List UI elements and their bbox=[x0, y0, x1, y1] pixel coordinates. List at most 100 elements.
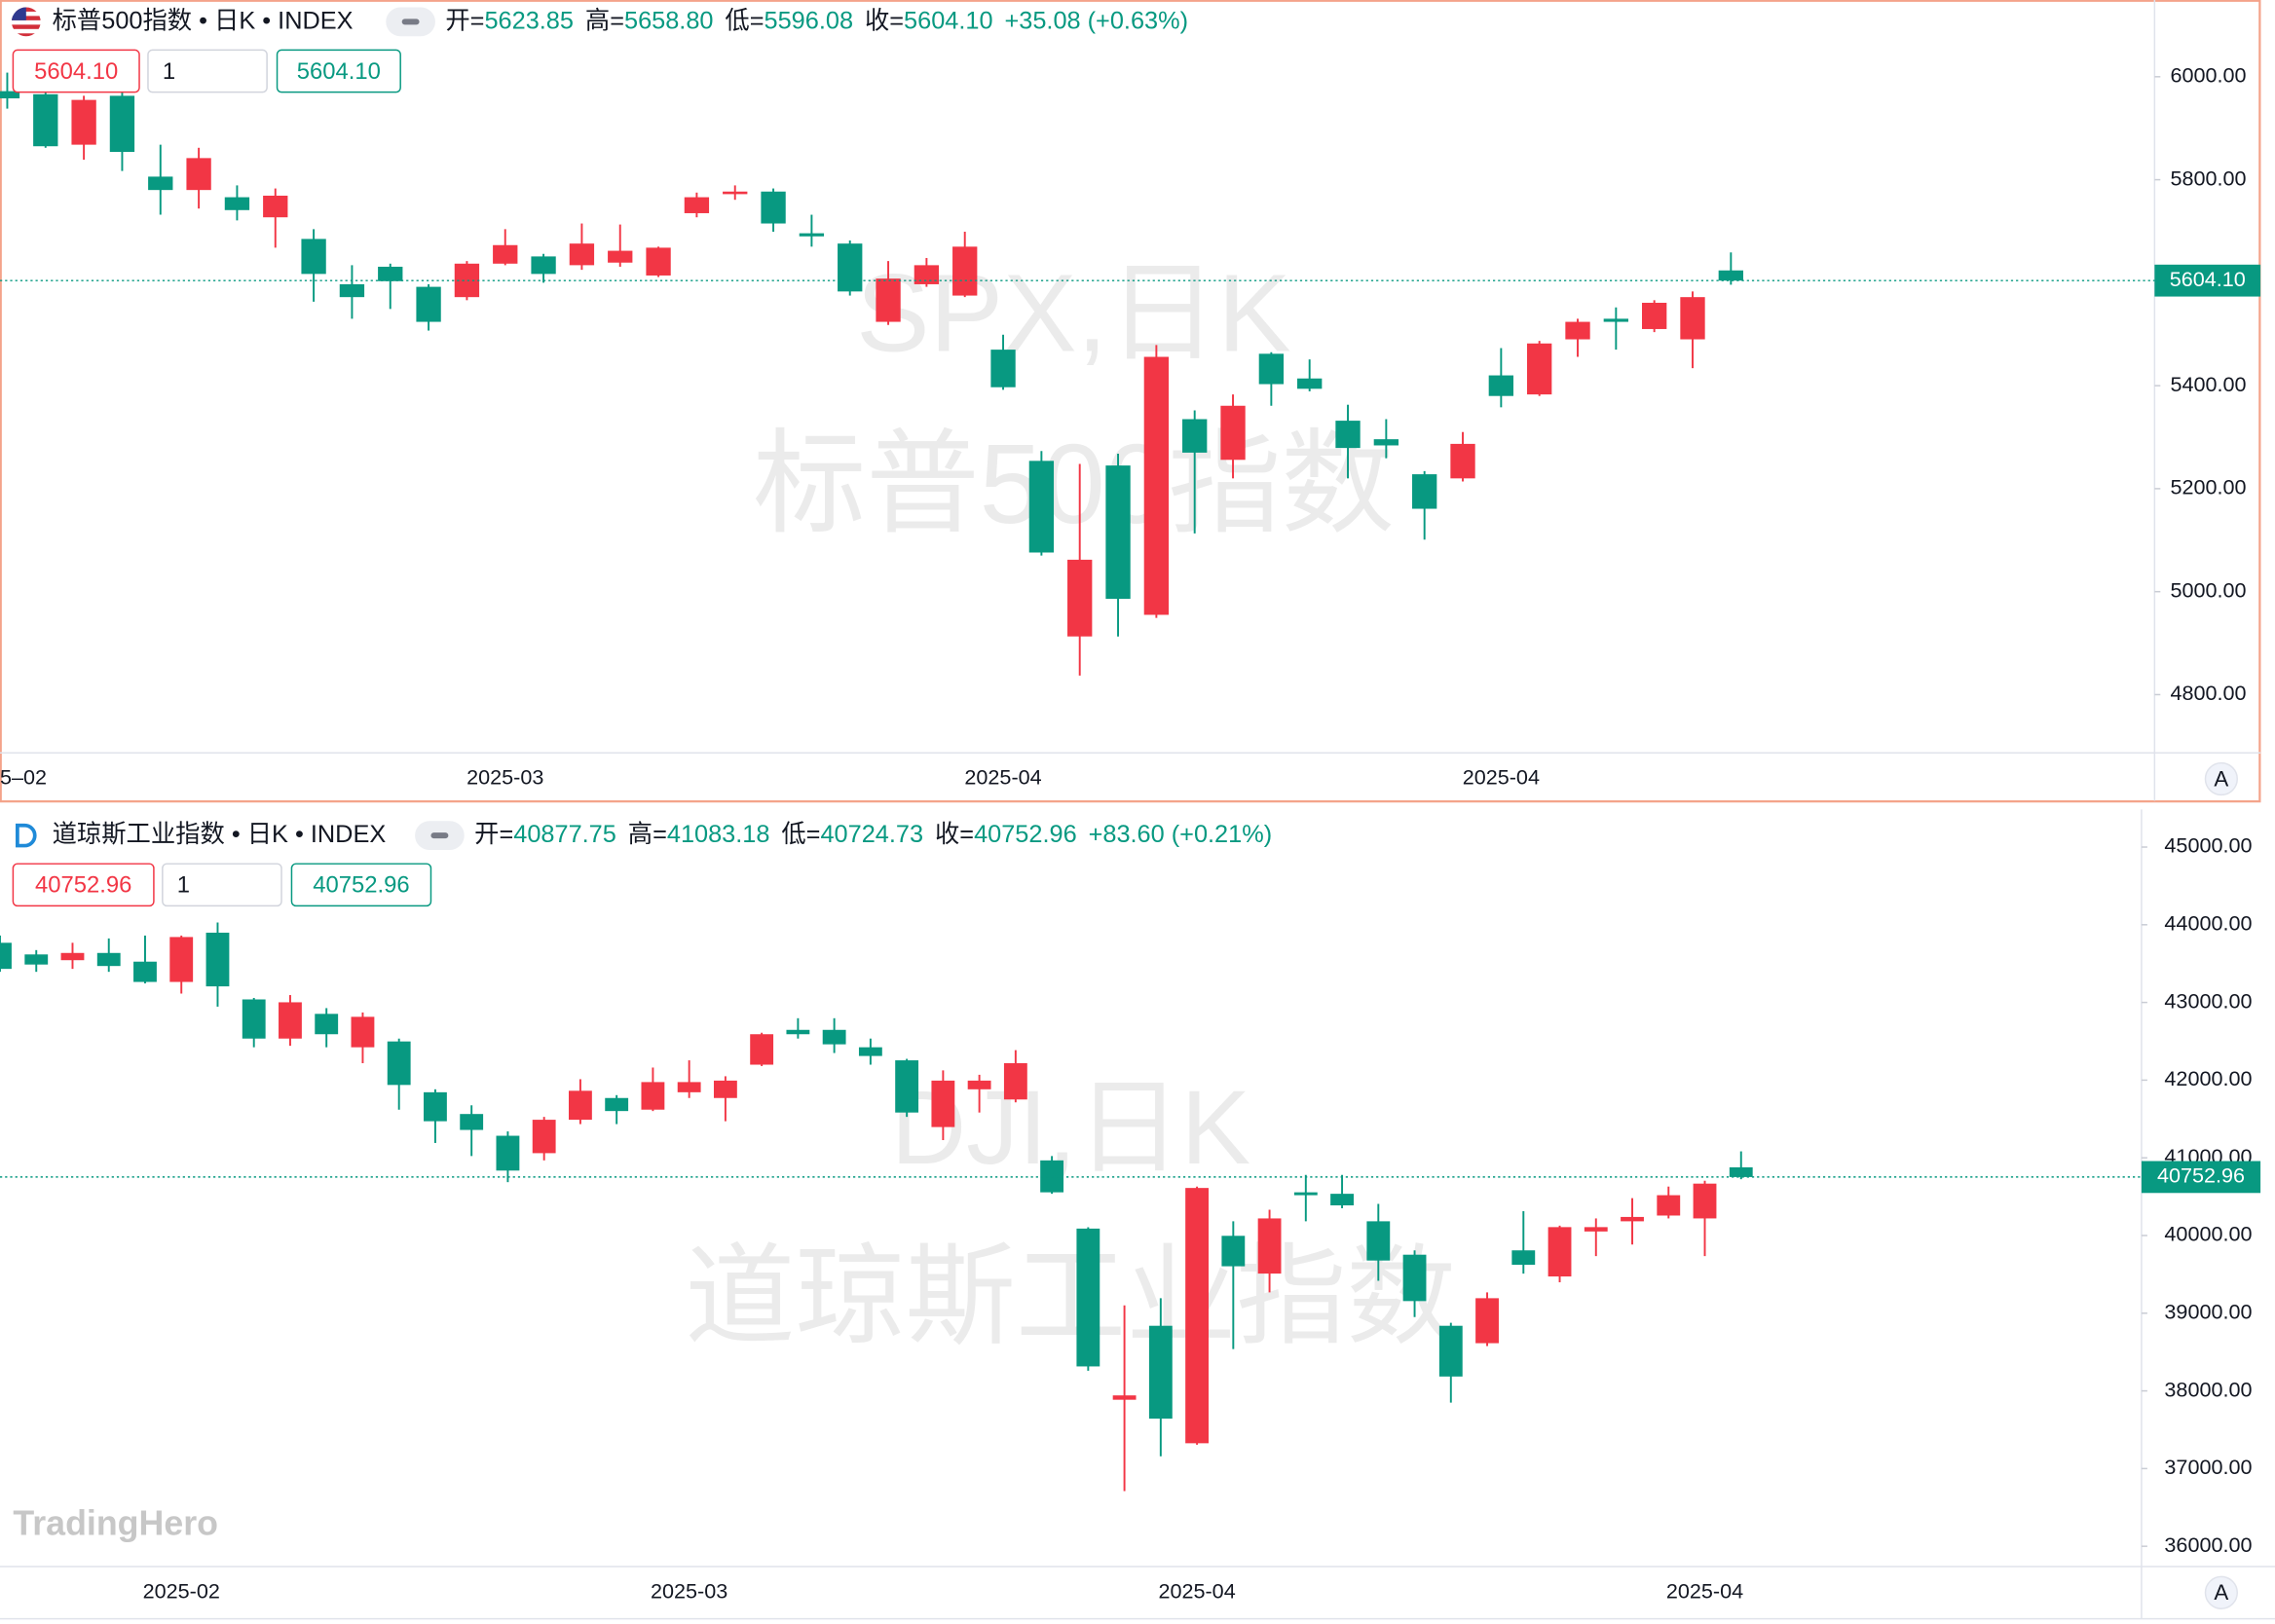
candle-body bbox=[33, 93, 58, 147]
candle-body bbox=[1148, 1325, 1173, 1420]
legend: 道琼斯工业指数 • 日K • INDEX bbox=[53, 821, 387, 848]
candle-body bbox=[1297, 378, 1323, 389]
candle-body bbox=[96, 952, 121, 967]
y-tick-label: 39000.00 bbox=[2164, 1299, 2252, 1323]
ohlc-label: 低= bbox=[725, 7, 764, 34]
candle-body bbox=[1067, 559, 1093, 637]
y-tick-label: 43000.00 bbox=[2164, 988, 2252, 1013]
candle-body bbox=[1330, 1194, 1354, 1206]
candle-body bbox=[339, 283, 365, 298]
input-box[interactable] bbox=[12, 49, 140, 93]
ohlc-value: 5658.80 bbox=[624, 7, 714, 34]
price-tag bbox=[2154, 264, 2261, 297]
auto-scale-label: A bbox=[2214, 766, 2228, 791]
candle-body bbox=[1143, 356, 1170, 615]
candle-body bbox=[60, 952, 85, 961]
candle-body bbox=[646, 247, 671, 276]
candle-body bbox=[713, 1080, 737, 1098]
candle-body bbox=[1412, 474, 1437, 509]
candle-body bbox=[1642, 302, 1667, 329]
candle-body bbox=[109, 95, 135, 153]
ohlc-label: 低= bbox=[781, 821, 820, 848]
candle-body bbox=[641, 1082, 665, 1110]
candle-body bbox=[279, 1002, 302, 1039]
candle-body bbox=[1475, 1298, 1499, 1344]
x-tick-label: 2025-03 bbox=[651, 1579, 727, 1604]
ohlc-value: 41083.18 bbox=[667, 821, 770, 848]
x-tick-label: 2025-04 bbox=[1666, 1579, 1743, 1604]
auto-scale-button[interactable] bbox=[2204, 1575, 2239, 1609]
watermark: 标普500指数 bbox=[753, 421, 1395, 547]
candle-body bbox=[224, 197, 250, 210]
input-box[interactable] bbox=[147, 49, 268, 93]
input-box[interactable] bbox=[276, 49, 401, 93]
candle-body bbox=[1450, 443, 1475, 479]
input-value: 40752.96 bbox=[313, 872, 409, 899]
active-panel-border bbox=[0, 0, 2261, 803]
legend: 标普500指数 • 日K • INDEX bbox=[53, 7, 354, 34]
auto-scale-button[interactable] bbox=[2204, 761, 2239, 796]
candle-body bbox=[532, 1120, 556, 1154]
candle-body bbox=[1680, 297, 1705, 340]
candle-body bbox=[496, 1135, 520, 1171]
x-tick-label: 2025-03 bbox=[466, 765, 543, 790]
input-value: 1 bbox=[163, 58, 175, 85]
candle-body bbox=[1185, 1188, 1209, 1444]
candle-body bbox=[1621, 1216, 1644, 1222]
candle-body bbox=[858, 1047, 882, 1056]
price-tag-label: 40752.96 bbox=[2157, 1163, 2245, 1188]
ohlc-value: 5604.10 bbox=[904, 7, 992, 34]
candle-body bbox=[822, 1029, 846, 1045]
ohlc-label: 收= bbox=[865, 7, 904, 34]
candle-body bbox=[263, 195, 288, 218]
candle-body bbox=[1373, 439, 1399, 446]
candle-body bbox=[1657, 1195, 1681, 1216]
candle-body bbox=[895, 1060, 919, 1113]
change: +83.60 (+0.21%) bbox=[1089, 821, 1273, 848]
price-tag bbox=[2141, 1161, 2261, 1194]
ohlc-label: 开= bbox=[474, 821, 513, 848]
candle-body bbox=[351, 1016, 375, 1048]
candle-body bbox=[493, 244, 518, 264]
ohlc-value: 5596.08 bbox=[765, 7, 853, 34]
ohlc-values: 开=40877.75 高=41083.18 低=40724.73 收=40752.96… bbox=[474, 821, 1272, 848]
candle-body bbox=[1293, 1192, 1318, 1196]
change: +35.08 (+0.63%) bbox=[1004, 7, 1188, 34]
legend-toggle-icon bbox=[401, 18, 420, 25]
y-tick-label: 5400.00 bbox=[2170, 372, 2246, 396]
input-box[interactable] bbox=[290, 863, 432, 907]
candle-body bbox=[1257, 1218, 1282, 1274]
candle-body bbox=[952, 246, 978, 296]
y-tick-label: 37000.00 bbox=[2164, 1455, 2252, 1479]
x-tick-label: 2025-04 bbox=[1463, 765, 1540, 790]
candle-body bbox=[1076, 1228, 1100, 1367]
candle-body bbox=[301, 239, 326, 275]
price-tag-label: 5604.10 bbox=[2170, 267, 2246, 291]
candle-body bbox=[799, 233, 825, 237]
candle-body bbox=[684, 197, 710, 213]
candle-body bbox=[1718, 270, 1743, 281]
ohlc-value: 40752.96 bbox=[974, 821, 1077, 848]
ohlc-value: 40724.73 bbox=[820, 821, 923, 848]
input-box[interactable] bbox=[12, 863, 155, 907]
candle-body bbox=[1335, 421, 1361, 449]
legend-toggle-icon bbox=[430, 832, 449, 839]
ohlc-label: 开= bbox=[445, 7, 484, 34]
candle-body bbox=[0, 91, 20, 99]
y-tick-label: 44000.00 bbox=[2164, 911, 2252, 936]
candle-body bbox=[1603, 318, 1628, 322]
candle-body bbox=[876, 278, 901, 322]
candle-body bbox=[169, 937, 194, 982]
candle-body bbox=[1182, 419, 1208, 453]
input-value: 5604.10 bbox=[34, 58, 118, 85]
input-value: 1 bbox=[177, 872, 190, 899]
candle-body bbox=[838, 243, 863, 292]
input-box[interactable] bbox=[162, 863, 282, 907]
x-tick-label: 5–02 bbox=[0, 765, 47, 790]
candle-body bbox=[914, 265, 940, 284]
candle-body bbox=[1258, 353, 1285, 385]
candle-body bbox=[750, 1034, 774, 1065]
candle-body bbox=[723, 191, 748, 195]
